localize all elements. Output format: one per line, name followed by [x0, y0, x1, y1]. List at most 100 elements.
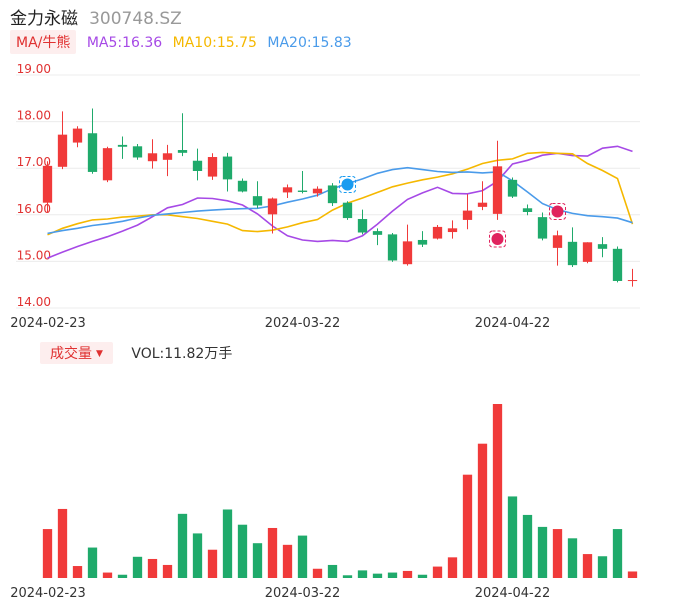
candlestick: [237, 178, 248, 193]
stock-header: 金力永磁 300748.SZ: [10, 4, 182, 29]
volume-bar: [462, 474, 473, 578]
volume-bar: [387, 572, 398, 578]
candlestick: [372, 228, 383, 246]
x-tick-label: 2024-02-23: [10, 316, 86, 331]
ma5-legend: MA5:16.36: [86, 35, 163, 51]
candle-body: [432, 226, 443, 239]
candlestick: [477, 181, 488, 211]
volume-bar: [282, 544, 293, 578]
candlestick: [612, 246, 623, 283]
moving-average-lines: [47, 145, 634, 259]
ma10-line: [47, 151, 634, 236]
y-tick-label: 18.00: [17, 109, 51, 123]
candlestick: [222, 152, 233, 192]
candle-body: [102, 148, 113, 181]
candlestick: [87, 108, 98, 174]
volume-bar: [522, 514, 533, 578]
volume-bar: [597, 556, 608, 578]
candle-body: [447, 228, 458, 233]
volume-bar: [267, 527, 278, 578]
volume-bar: [147, 558, 158, 578]
candlestick: [327, 183, 338, 206]
ma-legend: MA/牛熊 MA5:16.36 MA10:15.75 MA20:15.83: [10, 30, 352, 54]
volume-bar: [192, 533, 203, 578]
candle-body: [552, 235, 563, 248]
candlestick: [357, 209, 368, 235]
candle-body: [207, 157, 218, 177]
volume-bar: [432, 566, 443, 578]
candlestick: [537, 212, 548, 241]
marker-frame: [489, 230, 506, 248]
candle-body: [567, 241, 578, 266]
candle-body: [417, 239, 428, 245]
candlestick: [432, 225, 443, 240]
volume-indicator-selector[interactable]: 成交量 ▼: [40, 342, 113, 364]
candlestick: [42, 161, 53, 213]
candle-body: [402, 241, 413, 265]
candlestick: [312, 186, 323, 197]
candlestick: [252, 181, 263, 209]
volume-bar: [477, 443, 488, 578]
y-tick-label: 16.00: [17, 202, 51, 216]
candlestick: [417, 231, 428, 247]
candlestick: [522, 204, 533, 216]
volume-bar: [567, 538, 578, 578]
price-axis: 19.00 18.00 17.00 16.00 15.00 14.00: [17, 62, 51, 309]
volume-mode-label: 成交量: [50, 346, 92, 362]
marker-frame: [339, 176, 356, 194]
candle-body: [267, 198, 278, 215]
candlestick: [462, 194, 473, 230]
candle-body: [147, 153, 158, 162]
volume-bar: [312, 568, 323, 578]
candle-body: [327, 185, 338, 204]
volume-bar: [342, 575, 353, 578]
marker-frame: [549, 203, 566, 221]
dropdown-caret-icon: ▼: [96, 349, 103, 359]
volume-bar: [162, 564, 173, 578]
candle-body: [387, 234, 398, 261]
candlestick: [57, 111, 68, 170]
stock-name: 金力永磁: [10, 9, 78, 29]
candlestick: [132, 143, 143, 160]
volume-bar: [357, 570, 368, 578]
signal-markers: [339, 176, 566, 248]
candle-body: [132, 146, 143, 158]
x-tick-label: 2024-03-22: [265, 316, 341, 331]
candle-body: [192, 160, 203, 171]
candle-body: [117, 144, 128, 147]
bear-signal-icon: [549, 203, 566, 221]
candle-body: [57, 134, 68, 167]
candlestick: [582, 242, 593, 264]
volume-bars: [42, 404, 638, 578]
volume-bar: [582, 554, 593, 578]
volume-bar: [402, 570, 413, 578]
candle-body: [342, 202, 353, 219]
candlestick: [282, 184, 293, 199]
y-tick-label: 15.00: [17, 248, 51, 262]
marker-dot: [551, 205, 564, 218]
volume-bar: [222, 509, 233, 578]
candlesticks: [42, 108, 638, 287]
candlestick: [597, 237, 608, 258]
candle-body: [222, 156, 233, 180]
ma10-legend: MA10:15.75: [172, 35, 257, 51]
candlestick: [492, 140, 503, 220]
candle-body: [357, 218, 368, 233]
candlestick: [267, 197, 278, 234]
ma-mode-selector[interactable]: MA/牛熊: [10, 30, 77, 54]
candle-body: [582, 242, 593, 262]
y-tick-label: 19.00: [17, 62, 51, 76]
candlestick: [117, 136, 128, 159]
volume-bar: [327, 564, 338, 578]
bull-signal-icon: [339, 176, 356, 194]
candle-body: [597, 244, 608, 249]
candlestick: [207, 153, 218, 180]
candle-body: [72, 128, 83, 143]
x-tick-label: 2024-04-22: [475, 316, 551, 331]
candlestick: [447, 220, 458, 239]
candle-body: [42, 165, 53, 203]
volume-legend: 成交量 ▼ VOL:11.82万手: [40, 342, 232, 364]
candle-body: [252, 196, 263, 206]
candle-body: [312, 188, 323, 194]
